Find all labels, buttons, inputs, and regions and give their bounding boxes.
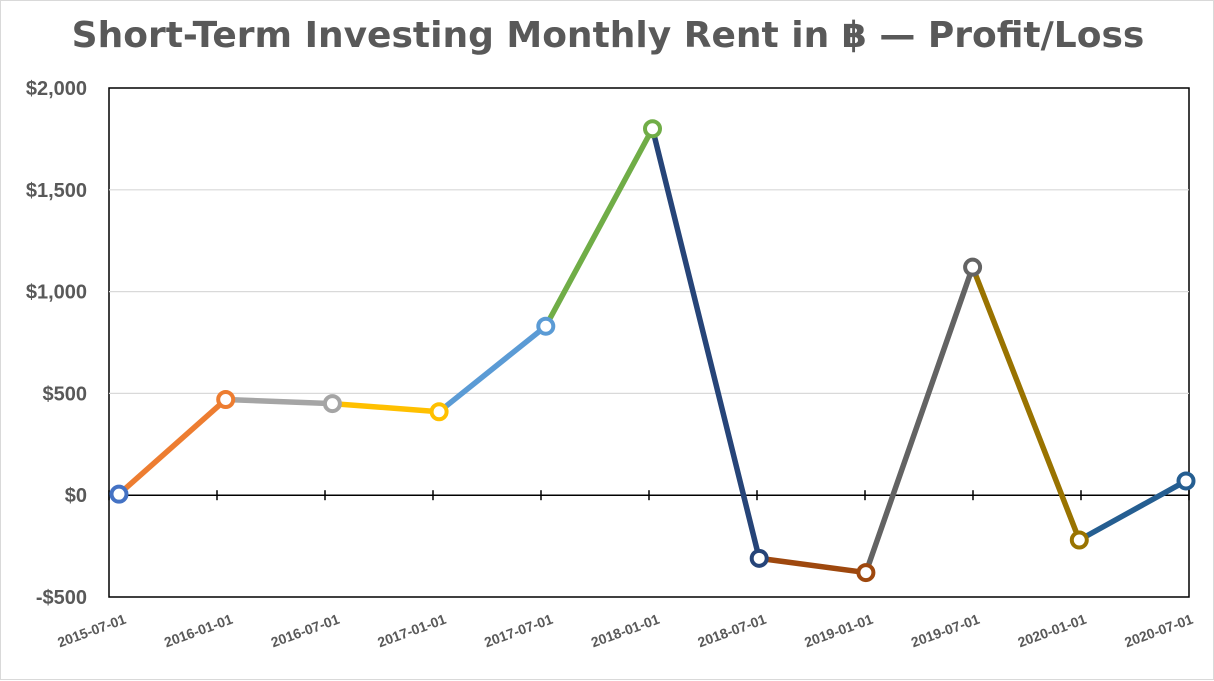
y-tick-label: $1,000 <box>26 282 87 304</box>
series-segment <box>329 400 442 415</box>
series-segment <box>969 264 1083 543</box>
data-point <box>963 257 983 277</box>
data-point <box>429 402 449 422</box>
series-segment <box>649 125 762 562</box>
data-point <box>109 484 129 504</box>
data-point <box>749 548 769 568</box>
y-tick-label: -$500 <box>36 587 87 609</box>
series-segment <box>436 323 549 415</box>
x-axis-labels: 2015-07-01 2016-01-01 2016-07-01 2017-01-01… <box>55 611 1195 651</box>
y-tick-label: $500 <box>43 383 88 405</box>
data-point <box>322 394 342 414</box>
y-tick-label: $0 <box>65 485 87 507</box>
x-tick-label: 2016-07-01 <box>269 611 342 651</box>
y-axis: -$500 $0 $500 $1,000 $1,500 $2,000 <box>26 78 87 609</box>
y-tick-label: $2,000 <box>26 78 87 100</box>
data-point <box>643 119 662 139</box>
data-point <box>216 390 236 410</box>
x-tick-label: 2018-01-01 <box>589 611 662 651</box>
series-segment <box>543 125 656 329</box>
series-points <box>109 119 1196 583</box>
gridlines <box>109 189 1189 394</box>
chart-title: Short-Term Investing Monthly Rent in ฿ —… <box>71 15 1145 56</box>
data-point <box>856 563 876 583</box>
x-tick-label: 2017-01-01 <box>375 611 448 651</box>
data-point <box>1069 530 1089 550</box>
x-tick-label: 2018-07-01 <box>695 611 768 651</box>
x-tick-label: 2020-07-01 <box>1122 611 1195 651</box>
series-segment <box>222 396 336 407</box>
x-tick-label: 2019-07-01 <box>909 611 982 651</box>
x-axis <box>108 490 1190 501</box>
data-point <box>536 316 556 336</box>
plot-area <box>108 87 1190 598</box>
data-point <box>1176 471 1196 491</box>
x-tick-label: 2016-01-01 <box>162 611 235 651</box>
y-tick-label: $1,500 <box>26 180 87 202</box>
x-tick-label: 2017-07-01 <box>482 611 555 651</box>
series-segment <box>116 396 229 497</box>
series-segment <box>1076 478 1189 543</box>
x-tick-label: 2020-01-01 <box>1016 611 1089 651</box>
series-line <box>116 125 1189 576</box>
series-segment <box>863 264 976 576</box>
series-segment <box>756 555 869 576</box>
x-tick-label: 2015-07-01 <box>55 611 128 651</box>
x-tick-label: 2019-01-01 <box>802 611 875 651</box>
